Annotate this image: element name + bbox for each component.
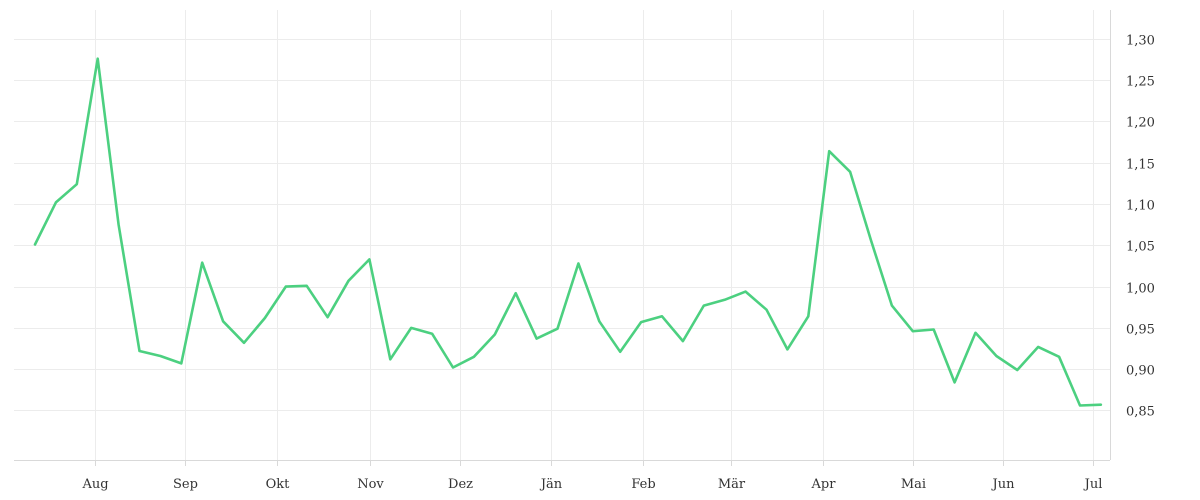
x-tick-label: Jul	[1083, 477, 1103, 492]
x-tick-label: Feb	[631, 477, 655, 492]
x-tick-label: Jun	[991, 477, 1016, 492]
x-tick-label: Okt	[266, 477, 291, 492]
x-tick-label: Mär	[718, 477, 746, 492]
series-line-0	[33, 57, 1103, 407]
y-axis-tick-labels: 1,30 1,25 1,20 1,15 1,10 1,05 1,00 0,95 0,90 0,85	[1126, 34, 1155, 420]
x-tick-label: Aug	[81, 477, 108, 492]
x-tick-label: Nov	[357, 477, 384, 492]
x-tick-label: Mai	[901, 477, 926, 492]
y-tick-label: 0,90	[1126, 364, 1155, 379]
y-tick-label: 1,05	[1126, 240, 1155, 255]
y-tick-label: 0,95	[1126, 323, 1155, 338]
axes	[14, 10, 1111, 466]
x-tick-label: Jän	[539, 477, 563, 492]
gridlines	[14, 10, 1110, 460]
y-tick-label: 1,15	[1126, 158, 1155, 173]
x-axis-tick-labels: Aug Sep Okt Nov Dez Jän Feb Mär Apr Mai Jun Jul	[81, 477, 1102, 492]
series-layer	[33, 57, 1103, 407]
x-tick-label: Dez	[448, 477, 473, 492]
y-tick-label: 1,00	[1126, 282, 1155, 297]
y-tick-label: 1,30	[1126, 34, 1155, 49]
y-tick-label: 1,20	[1126, 116, 1155, 131]
x-tick-label: Sep	[173, 477, 198, 492]
y-tick-label: 1,25	[1126, 75, 1155, 90]
y-tick-label: 0,85	[1126, 405, 1155, 420]
x-tick-label: Apr	[811, 477, 837, 492]
y-tick-label: 1,10	[1126, 199, 1155, 214]
